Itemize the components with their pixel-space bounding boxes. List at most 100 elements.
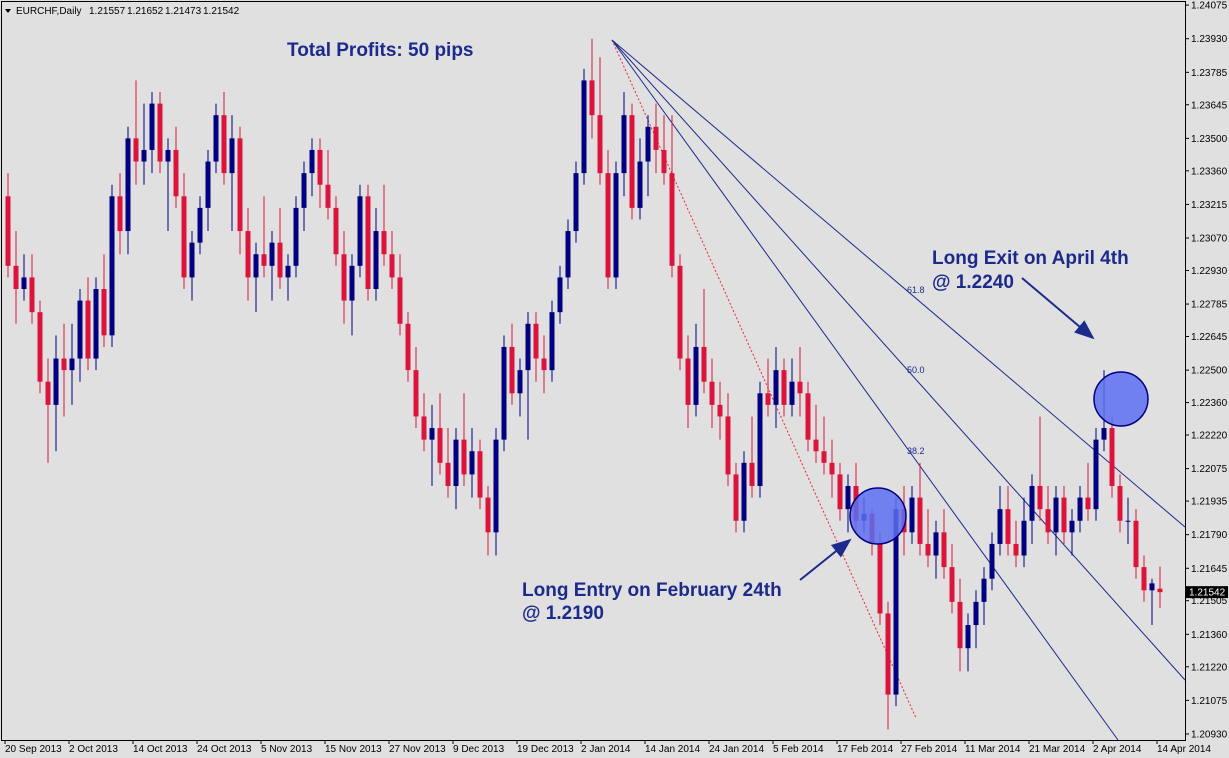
candle-body — [133, 138, 139, 162]
y-tick-label: 1.22785 — [1191, 300, 1228, 311]
candle-body — [1053, 497, 1059, 533]
entry-note: Long Entry on February 24th — [522, 580, 782, 601]
x-tick-label: 17 Feb 2014 — [837, 744, 894, 755]
x-tick-label: 2 Apr 2014 — [1093, 744, 1142, 755]
candle-body — [1077, 497, 1083, 521]
x-tick-label: 27 Nov 2013 — [389, 744, 446, 755]
x-tick-label: 2 Oct 2013 — [69, 744, 118, 755]
y-tick-label: 1.21790 — [1191, 530, 1228, 541]
candle-body — [981, 578, 987, 602]
exit-arrow — [1021, 277, 1095, 340]
candle-body — [973, 601, 979, 626]
candle-body — [957, 601, 963, 649]
ohlc-open: 1.21557 — [89, 6, 126, 17]
x-tick-label: 2 Jan 2014 — [581, 744, 631, 755]
y-tick-label: 1.22500 — [1191, 366, 1228, 377]
candle-body — [573, 173, 579, 232]
candle-body — [1157, 588, 1163, 593]
candle-body — [917, 497, 923, 544]
candle-body — [613, 173, 619, 278]
candle-body — [789, 381, 795, 405]
candle-body — [589, 80, 595, 116]
candle-body — [221, 115, 227, 174]
exit-note: @ 1.2240 — [932, 272, 1014, 293]
candle-body — [69, 358, 75, 371]
candle-body — [773, 370, 779, 405]
x-tick-label: 21 Mar 2014 — [1029, 744, 1086, 755]
candle-body — [557, 277, 563, 313]
y-tick-label: 1.22075 — [1191, 464, 1228, 475]
candle-body — [1085, 497, 1091, 510]
candle-body — [469, 451, 475, 475]
candle-body — [125, 138, 131, 232]
x-tick-label: 14 Apr 2014 — [1157, 744, 1211, 755]
y-tick-label: 1.24075 — [1191, 1, 1228, 12]
candle-body — [277, 242, 283, 278]
candle-body — [501, 346, 507, 440]
candle-body — [701, 346, 707, 382]
candle-body — [645, 126, 651, 162]
y-tick-label: 1.21075 — [1191, 696, 1228, 707]
plot-frame — [1, 1, 1186, 741]
candle-body — [149, 103, 155, 150]
x-tick-label: 14 Jan 2014 — [645, 744, 700, 755]
candle-body — [301, 173, 307, 208]
candle-body — [1029, 485, 1035, 521]
candle-body — [941, 532, 947, 568]
y-tick-label: 1.22645 — [1191, 332, 1228, 343]
candle-body — [493, 439, 499, 533]
candle-body — [813, 439, 819, 452]
candle-body — [253, 254, 259, 278]
candle-body — [413, 370, 419, 417]
candle-body — [213, 115, 219, 162]
entry-circle — [849, 487, 907, 545]
symbol: EURCHF,Daily — [16, 6, 82, 17]
ohlc-high: 1.21652 — [127, 6, 164, 17]
candle-body — [141, 149, 147, 162]
exit-note: Long Exit on April 4th — [932, 248, 1129, 269]
y-tick-label: 1.22220 — [1191, 431, 1228, 442]
candle-body — [381, 231, 387, 255]
candle-body — [21, 277, 27, 290]
entry-arrow — [799, 538, 852, 581]
x-tick-label: 19 Dec 2013 — [517, 744, 574, 755]
candle-body — [1069, 520, 1075, 533]
candle-body — [605, 173, 611, 278]
candle-body — [685, 358, 691, 405]
candle-body — [389, 254, 395, 278]
candle-body — [533, 323, 539, 359]
candle-body — [173, 149, 179, 197]
candle-body — [1021, 520, 1027, 556]
candle-body — [405, 323, 411, 371]
fib-label: 38.2 — [907, 446, 925, 456]
candle-body — [245, 231, 251, 278]
y-tick-label: 1.23070 — [1191, 234, 1228, 245]
candle-body — [157, 103, 163, 162]
candle-body — [669, 173, 675, 266]
candle-body — [45, 381, 51, 405]
candle-body — [893, 509, 899, 695]
candle-body — [181, 196, 187, 278]
candle-body — [621, 115, 627, 174]
candle-body — [309, 149, 315, 174]
candle-body — [1141, 567, 1147, 591]
candle-body — [229, 138, 235, 174]
candle-body — [749, 462, 755, 486]
candle-body — [1061, 497, 1067, 533]
candle-body — [261, 254, 267, 266]
x-tick-label: 24 Oct 2013 — [197, 744, 252, 755]
candle-body — [325, 184, 331, 208]
y-tick-label: 1.23360 — [1191, 166, 1228, 177]
candle-body — [1133, 520, 1139, 568]
fan-line — [611, 39, 1186, 681]
candle-body — [317, 149, 323, 185]
candle-body — [525, 323, 531, 371]
candle-body — [13, 265, 19, 290]
fan-line — [611, 39, 1119, 741]
candle-body — [429, 428, 435, 440]
candle-body — [805, 393, 811, 440]
candle-body — [1045, 509, 1051, 533]
fib-label: 50.0 — [907, 365, 925, 375]
y-tick-label: 1.21360 — [1191, 630, 1228, 641]
